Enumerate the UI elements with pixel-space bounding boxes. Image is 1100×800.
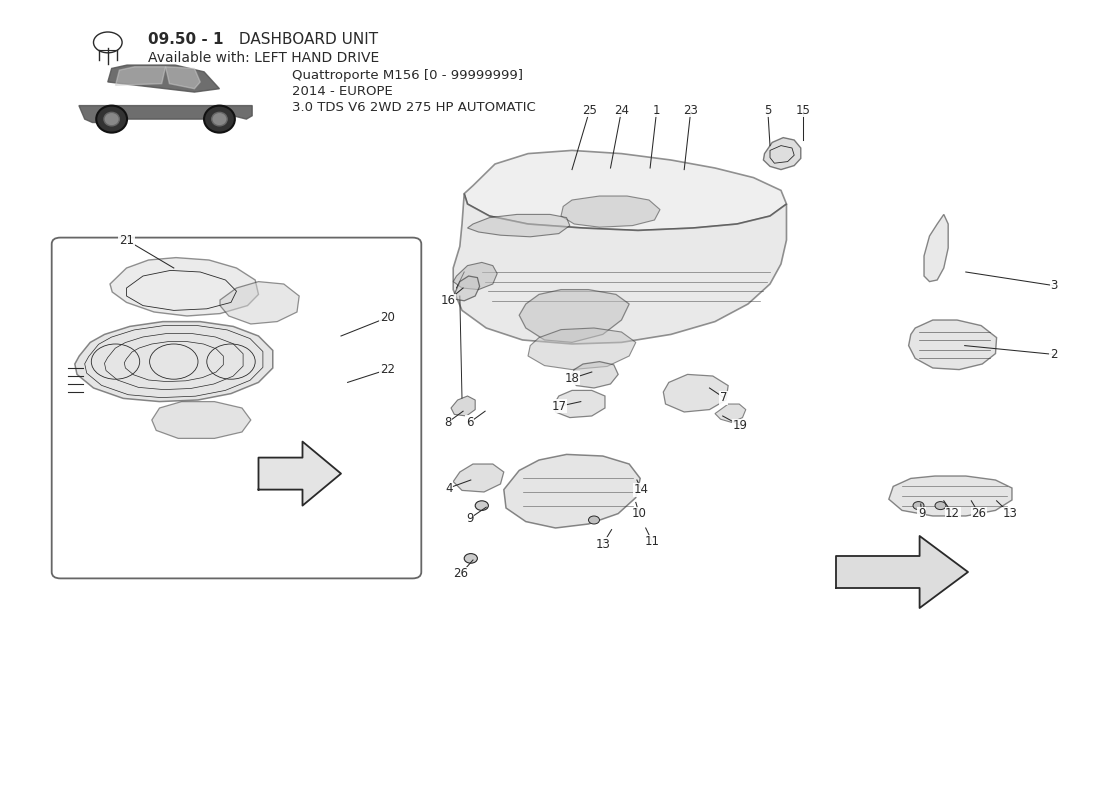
Polygon shape — [75, 322, 273, 402]
Circle shape — [588, 516, 600, 524]
Text: 1: 1 — [653, 104, 660, 117]
Text: 13: 13 — [1002, 507, 1018, 520]
Text: 6: 6 — [466, 416, 473, 429]
Polygon shape — [561, 196, 660, 227]
Polygon shape — [166, 66, 200, 89]
Polygon shape — [453, 262, 497, 290]
Polygon shape — [453, 464, 504, 492]
Polygon shape — [110, 258, 258, 316]
Polygon shape — [715, 404, 746, 422]
Text: 9: 9 — [466, 512, 473, 525]
Text: 8: 8 — [444, 416, 451, 429]
Circle shape — [204, 106, 235, 133]
Circle shape — [935, 502, 946, 510]
Polygon shape — [519, 290, 629, 342]
Polygon shape — [909, 320, 997, 370]
Text: Available with: LEFT HAND DRIVE: Available with: LEFT HAND DRIVE — [148, 50, 380, 65]
Circle shape — [103, 112, 120, 126]
Text: 23: 23 — [683, 104, 698, 117]
Polygon shape — [116, 66, 166, 86]
Text: 3.0 TDS V6 2WD 275 HP AUTOMATIC: 3.0 TDS V6 2WD 275 HP AUTOMATIC — [292, 101, 536, 114]
Polygon shape — [556, 390, 605, 418]
FancyBboxPatch shape — [52, 238, 421, 578]
Polygon shape — [468, 214, 570, 237]
Text: 2: 2 — [1050, 348, 1057, 361]
Text: 19: 19 — [733, 419, 748, 432]
Text: 18: 18 — [564, 372, 580, 385]
Polygon shape — [258, 442, 341, 506]
Text: 17: 17 — [551, 400, 566, 413]
Polygon shape — [464, 150, 786, 230]
Text: 10: 10 — [631, 507, 647, 520]
Text: 16: 16 — [440, 294, 455, 307]
Polygon shape — [453, 194, 786, 344]
Polygon shape — [889, 476, 1012, 516]
Text: 4: 4 — [446, 482, 452, 494]
Polygon shape — [528, 328, 636, 370]
Text: 2014 - EUROPE: 2014 - EUROPE — [292, 85, 393, 98]
Polygon shape — [79, 106, 252, 122]
Polygon shape — [152, 402, 251, 438]
Polygon shape — [924, 214, 948, 282]
Text: 3: 3 — [1050, 279, 1057, 292]
Text: 24: 24 — [614, 104, 629, 117]
Circle shape — [913, 502, 924, 510]
Polygon shape — [663, 374, 728, 412]
Text: 7: 7 — [720, 391, 727, 404]
Text: 20: 20 — [379, 311, 395, 324]
Text: 9: 9 — [918, 507, 925, 520]
Text: 22: 22 — [379, 363, 395, 376]
Text: Quattroporte M156 [0 - 99999999]: Quattroporte M156 [0 - 99999999] — [292, 69, 522, 82]
Polygon shape — [836, 536, 968, 608]
Text: 11: 11 — [645, 535, 660, 548]
Text: 5: 5 — [764, 104, 771, 117]
Circle shape — [97, 106, 128, 133]
Polygon shape — [454, 276, 480, 301]
Circle shape — [211, 112, 227, 126]
Polygon shape — [451, 396, 475, 416]
Polygon shape — [108, 65, 219, 92]
Polygon shape — [763, 138, 801, 170]
Text: 09.50 - 1: 09.50 - 1 — [148, 33, 224, 47]
Polygon shape — [570, 362, 618, 388]
Polygon shape — [220, 282, 299, 324]
Text: 26: 26 — [453, 567, 469, 580]
Circle shape — [475, 501, 488, 510]
Polygon shape — [504, 454, 640, 528]
Text: 14: 14 — [634, 483, 649, 496]
Text: 15: 15 — [795, 104, 811, 117]
Text: 21: 21 — [119, 234, 134, 246]
Circle shape — [464, 554, 477, 563]
Text: 25: 25 — [582, 104, 597, 117]
Text: 12: 12 — [945, 507, 960, 520]
Text: 13: 13 — [595, 538, 610, 550]
Text: DASHBOARD UNIT: DASHBOARD UNIT — [234, 33, 378, 47]
Text: 26: 26 — [971, 507, 987, 520]
